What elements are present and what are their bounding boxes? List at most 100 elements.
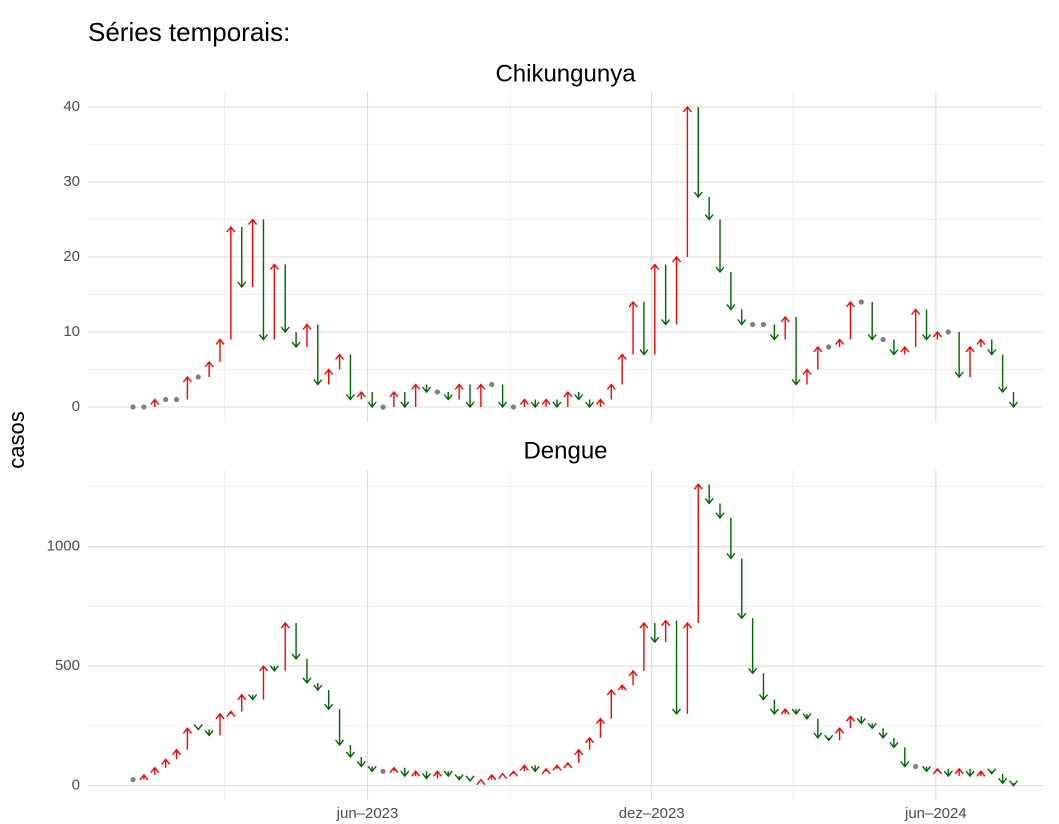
up-arrow [911,308,921,347]
same-point [750,321,756,328]
same-point [880,336,886,343]
down-arrow [574,392,584,401]
up-arrow [802,368,812,385]
up-arrow [563,390,573,407]
down-arrow [443,392,453,401]
up-arrow [487,773,497,781]
x-tick-label: dez–2023 [619,805,685,822]
up-arrow [508,770,519,777]
same-point [163,396,169,403]
down-arrow [726,517,736,560]
same-point [173,396,180,403]
down-arrow [302,658,312,684]
y-tick-label: 10 [63,323,80,340]
y-tick-label: 30 [63,173,80,190]
up-arrow [682,621,692,714]
down-arrow [921,765,932,773]
down-arrow [769,699,779,716]
down-arrow [998,773,1008,785]
down-arrow [193,724,203,731]
up-arrow [454,383,464,400]
down-arrow [400,392,410,409]
same-point [130,777,136,783]
down-arrow [715,503,725,519]
down-arrow [400,767,410,778]
up-arrow [628,669,638,686]
same-point [195,374,201,380]
up-arrow [965,345,975,377]
down-arrow [813,718,823,739]
facet-title: Chikungunya [495,60,636,87]
up-arrow [780,315,790,340]
down-arrow [291,623,301,661]
up-arrow [585,736,595,750]
up-arrow [595,717,605,738]
down-arrow [987,339,997,356]
down-arrow [748,618,758,675]
up-arrow [498,772,508,780]
down-arrow [530,765,540,773]
down-arrow [867,302,877,341]
down-arrow [465,775,475,782]
down-arrow [769,324,779,341]
down-arrow [269,665,279,672]
up-arrow [335,353,345,370]
up-arrow [932,767,942,775]
up-arrow [845,715,855,729]
up-arrow [693,483,703,624]
down-arrow [943,768,953,778]
up-arrow [606,383,616,400]
up-arrow [302,323,312,347]
up-arrow [639,621,649,671]
same-point [510,404,517,410]
up-arrow [248,218,258,287]
y-tick-label: 20 [63,248,80,265]
same-point [130,404,136,410]
up-arrow [204,360,214,377]
up-arrow [269,263,279,340]
up-arrow [215,338,225,362]
down-arrow [498,384,508,409]
down-arrow [726,272,736,311]
up-arrow [835,338,845,347]
same-point [913,763,919,770]
up-arrow [682,105,692,257]
y-tick-label: 40 [63,98,80,115]
y-tick-label: 0 [72,398,80,415]
down-arrow [661,264,671,326]
down-arrow [791,317,801,386]
down-arrow [998,354,1008,394]
down-arrow [878,728,888,739]
y-axis-label: casos [4,411,29,468]
down-arrow [367,765,377,773]
up-arrow [628,300,638,355]
same-point [434,389,440,395]
x-tick-label: jun–2024 [904,805,967,822]
up-arrow [237,693,247,712]
down-arrow [715,219,725,274]
down-arrow [585,399,595,409]
down-arrow [248,694,258,701]
up-arrow [432,770,442,779]
up-arrow [171,748,182,760]
down-arrow [1008,780,1019,787]
up-arrow [563,761,573,769]
same-point [945,329,951,335]
down-arrow [1008,392,1019,409]
same-point [141,404,147,410]
up-arrow [226,225,236,340]
up-arrow [476,383,486,407]
y-tick-label: 1000 [47,537,80,554]
up-arrow [389,390,399,407]
down-arrow [650,623,660,644]
down-arrow [552,399,562,409]
up-arrow [606,688,616,719]
up-arrow [411,383,421,407]
up-arrow [813,345,823,370]
down-arrow [889,339,899,356]
same-point [826,344,832,350]
down-arrow [335,709,345,747]
down-arrow [443,770,453,778]
up-arrow [389,766,399,774]
up-arrow [976,338,986,347]
